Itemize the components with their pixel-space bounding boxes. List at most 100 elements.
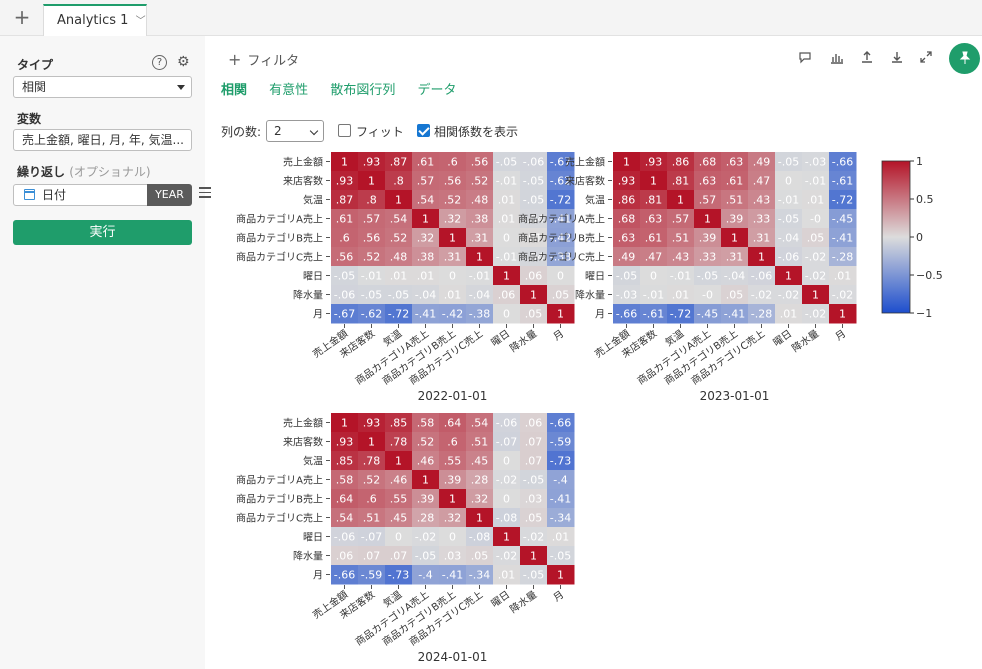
cell-value-label: -.05 bbox=[523, 175, 544, 188]
expand-icon[interactable] bbox=[918, 50, 934, 66]
heatmap-cell bbox=[640, 152, 668, 172]
cell-value-label: .31 bbox=[471, 232, 489, 245]
y-tick-label: 気温 bbox=[303, 455, 323, 468]
columns-select[interactable]: 2 bbox=[266, 120, 324, 142]
cell-value-label: -.04 bbox=[778, 232, 799, 245]
chevron-down-icon[interactable]: ﹀ bbox=[135, 16, 146, 27]
heatmap-cell bbox=[640, 266, 668, 286]
x-tick-label: 月 bbox=[833, 328, 848, 344]
fit-checkbox[interactable] bbox=[338, 124, 351, 137]
add-tab-button[interactable]: + bbox=[13, 5, 31, 29]
filter-button[interactable]: + フィルタ bbox=[228, 50, 299, 69]
heatmap-cell bbox=[358, 489, 386, 509]
cell-value-label: -.67 bbox=[334, 308, 355, 321]
cell-value-label: -.41 bbox=[832, 232, 853, 245]
cell-value-label: 1 bbox=[395, 194, 402, 207]
cell-value-label: .57 bbox=[672, 213, 690, 226]
cell-value-label: 1 bbox=[704, 213, 711, 226]
cell-value-label: .81 bbox=[645, 194, 663, 207]
comment-icon[interactable] bbox=[797, 50, 813, 66]
cell-value-label: .93 bbox=[363, 417, 381, 430]
variables-field[interactable]: 売上金額, 曜日, 月, 年, 気温... bbox=[13, 129, 192, 151]
heatmap-cell bbox=[547, 489, 575, 509]
heatmap-cell bbox=[358, 266, 386, 286]
type-select[interactable]: 相関 bbox=[13, 76, 192, 98]
cell-value-label: .32 bbox=[444, 512, 462, 525]
chart-icon[interactable] bbox=[829, 50, 845, 66]
cell-value-label: -.04 bbox=[415, 289, 436, 302]
download-icon[interactable] bbox=[889, 50, 905, 66]
cell-value-label: .01 bbox=[525, 232, 543, 245]
cell-value-label: .31 bbox=[753, 232, 771, 245]
cell-value-label: .51 bbox=[672, 232, 690, 245]
cell-value-label: -.01 bbox=[469, 270, 490, 283]
heatmap-cell bbox=[439, 152, 467, 172]
y-tick-label: 来店客数 bbox=[283, 436, 323, 449]
cell-value-label: .28 bbox=[417, 512, 435, 525]
heatmap-cell bbox=[385, 489, 413, 509]
cell-value-label: -.72 bbox=[670, 308, 691, 321]
heatmap-cell bbox=[385, 209, 413, 229]
heatmap-cell bbox=[613, 285, 641, 305]
upload-icon[interactable] bbox=[859, 50, 875, 66]
heatmap-cell bbox=[439, 451, 467, 471]
cell-value-label: -.05 bbox=[388, 289, 409, 302]
pin-icon bbox=[959, 51, 970, 64]
cell-value-label: 1 bbox=[785, 270, 792, 283]
heatmap-cell bbox=[466, 565, 494, 585]
menu-icon[interactable] bbox=[199, 187, 211, 199]
tab-data[interactable]: データ bbox=[417, 83, 457, 98]
cell-value-label: .61 bbox=[645, 232, 663, 245]
tab-significance[interactable]: 有意性 bbox=[269, 83, 309, 98]
run-button[interactable]: 実行 bbox=[13, 220, 192, 245]
year-unit-button[interactable]: YEAR bbox=[147, 184, 192, 206]
cell-value-label: -.73 bbox=[388, 569, 409, 582]
cell-value-label: .52 bbox=[417, 436, 435, 449]
heatmap-cell bbox=[412, 304, 440, 324]
cell-value-label: .01 bbox=[498, 213, 516, 226]
heatmap-cell bbox=[802, 247, 830, 267]
heatmap-cell bbox=[520, 546, 548, 566]
cell-value-label: -.66 bbox=[616, 308, 637, 321]
cell-value-label: .55 bbox=[444, 455, 462, 468]
heatmap-cell bbox=[385, 527, 413, 547]
cell-value-label: -.73 bbox=[550, 455, 571, 468]
heatmap-cell bbox=[493, 190, 521, 210]
heatmap-cell bbox=[547, 451, 575, 471]
colorbar bbox=[881, 160, 911, 314]
help-icon[interactable]: ? bbox=[152, 55, 167, 70]
heatmap-cell bbox=[466, 228, 494, 248]
repeat-label-text: 繰り返し bbox=[17, 165, 66, 179]
heatmap-panel: 1.93.87.61.6.56 -.05 -.06 -.67.93 1.8.57.56.… bbox=[236, 152, 575, 403]
cell-value-label: .86 bbox=[618, 194, 636, 207]
cell-value-label: -.06 bbox=[334, 289, 355, 302]
heatmap-cell bbox=[775, 152, 803, 172]
gear-icon[interactable]: ⚙ bbox=[177, 54, 190, 70]
cell-value-label: -.05 bbox=[523, 474, 544, 487]
heatmap-cell bbox=[829, 266, 857, 286]
cell-value-label: .31 bbox=[726, 251, 744, 264]
tab-correlation[interactable]: 相関 bbox=[221, 83, 248, 98]
heatmap-cell bbox=[385, 190, 413, 210]
heatmap-cell bbox=[466, 266, 494, 286]
heatmap-cell bbox=[412, 209, 440, 229]
tab-scatter-matrix[interactable]: 散布図行列 bbox=[330, 83, 396, 98]
cell-value-label: .39 bbox=[444, 474, 462, 487]
show-coefficient-checkbox[interactable] bbox=[417, 124, 430, 137]
tab-analytics-1[interactable]: Analytics 1 ﹀ bbox=[43, 4, 147, 37]
heatmap-cell bbox=[829, 285, 857, 305]
repeat-column-field[interactable]: 日付 bbox=[13, 184, 148, 206]
heatmap-cell bbox=[385, 508, 413, 528]
panel-title: 2022-01-01 bbox=[418, 389, 488, 403]
heatmap-cell bbox=[613, 190, 641, 210]
cell-value-label: .07 bbox=[525, 436, 543, 449]
cell-value-label: .87 bbox=[390, 156, 408, 169]
cell-value-label: 1 bbox=[758, 251, 765, 264]
heatmap-cell bbox=[412, 413, 440, 433]
cell-value-label: -.72 bbox=[550, 194, 571, 207]
y-tick-label: 気温 bbox=[585, 194, 605, 207]
pin-button[interactable] bbox=[949, 43, 980, 74]
heatmap-cell bbox=[640, 304, 668, 324]
cell-value-label: -.06 bbox=[523, 156, 544, 169]
cell-value-label: -.05 bbox=[697, 270, 718, 283]
